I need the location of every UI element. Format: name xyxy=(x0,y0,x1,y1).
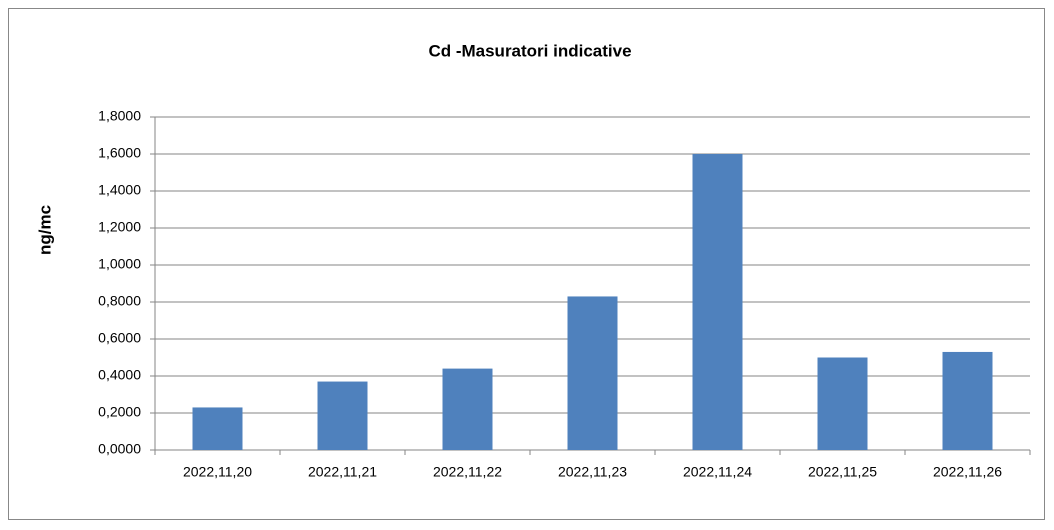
chart-frame xyxy=(8,8,1045,520)
x-tick-label: 2022,11,25 xyxy=(808,464,877,480)
y-tick-label: 1,2000 xyxy=(98,219,141,235)
y-tick-label: 0,0000 xyxy=(98,441,141,457)
bar xyxy=(317,381,368,450)
bar xyxy=(192,407,243,450)
y-tick-label: 1,4000 xyxy=(98,182,141,198)
x-tick-label: 2022,11,26 xyxy=(933,464,1002,480)
y-axis-label: ng/mc xyxy=(35,205,54,255)
y-tick-label: 0,8000 xyxy=(98,293,141,309)
bar xyxy=(692,154,743,450)
bar xyxy=(942,351,993,450)
y-tick-label: 0,2000 xyxy=(98,404,141,420)
bar xyxy=(817,357,868,450)
x-tick-label: 2022,11,21 xyxy=(308,464,377,480)
x-tick-label: 2022,11,24 xyxy=(683,464,752,480)
chart-title: Cd -Masuratori indicative xyxy=(428,41,631,60)
x-tick-label: 2022,11,20 xyxy=(183,464,252,480)
y-tick-label: 0,6000 xyxy=(98,330,141,346)
bar xyxy=(442,368,493,450)
y-tick-label: 1,6000 xyxy=(98,145,141,161)
y-tick-label: 0,4000 xyxy=(98,367,141,383)
y-tick-label: 1,0000 xyxy=(98,256,141,272)
bar xyxy=(567,296,618,450)
y-tick-label: 1,8000 xyxy=(98,108,141,124)
x-tick-label: 2022,11,22 xyxy=(433,464,502,480)
x-tick-label: 2022,11,23 xyxy=(558,464,627,480)
